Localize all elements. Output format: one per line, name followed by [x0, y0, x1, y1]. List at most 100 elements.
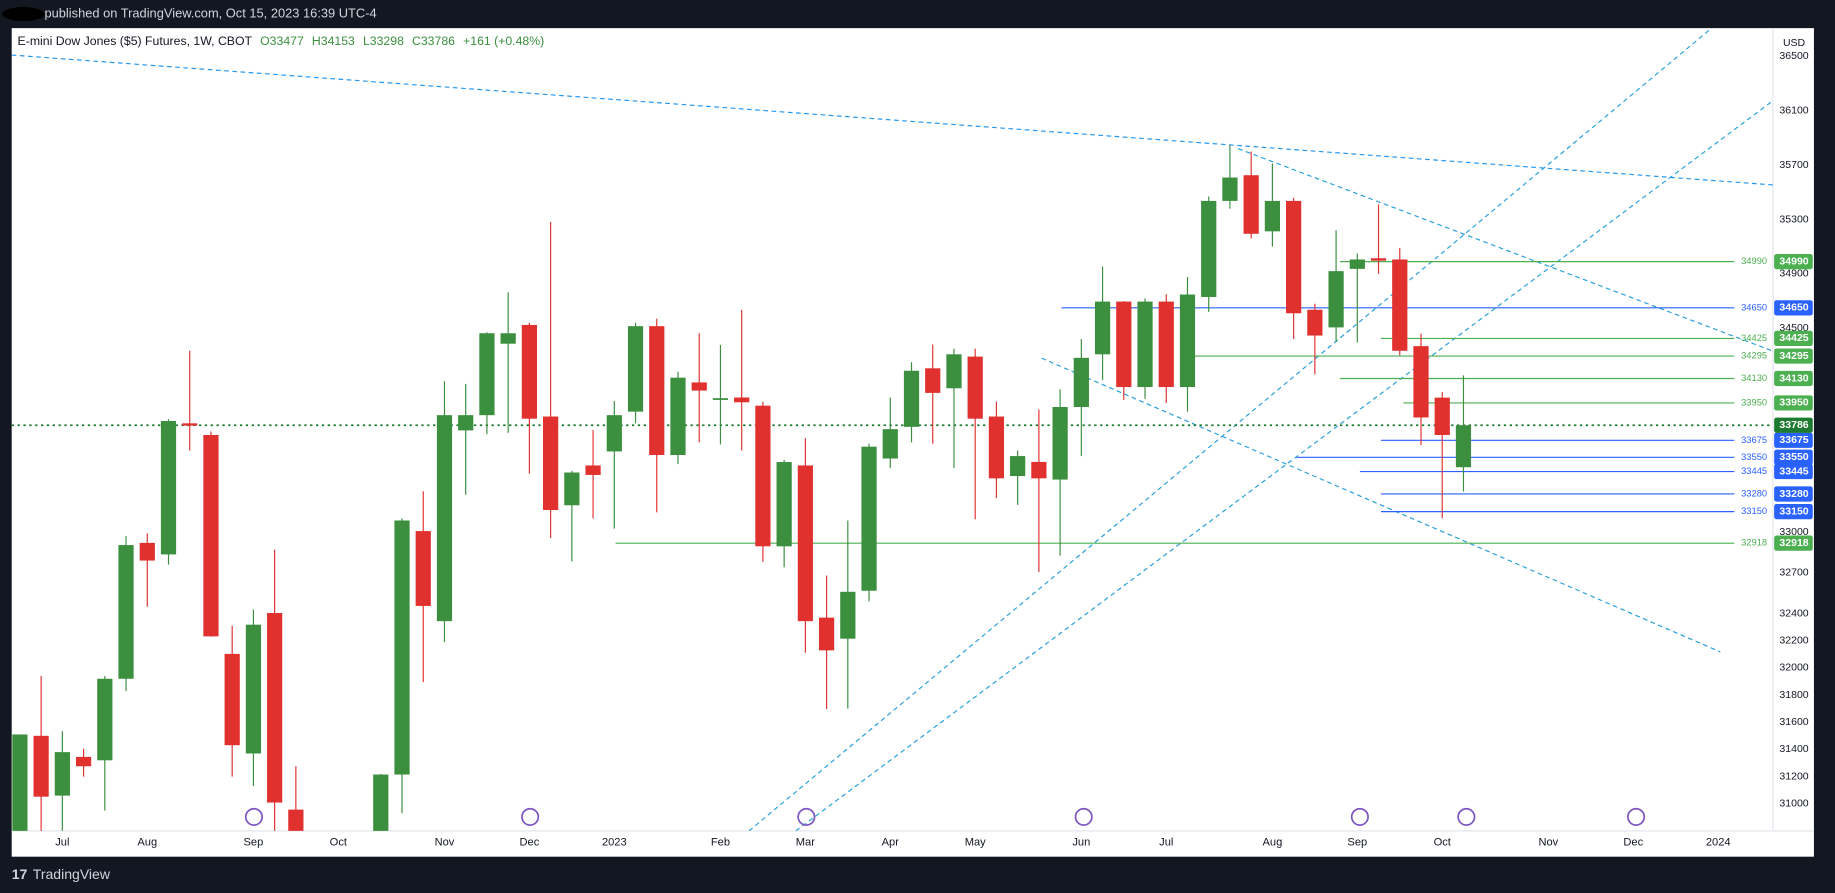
y-tick-label: 34500	[1779, 322, 1808, 334]
chart-area	[11, 28, 1814, 857]
event-icon[interactable]	[1457, 807, 1476, 826]
x-tick-label: Jun	[1072, 837, 1090, 849]
trendline	[1041, 357, 1721, 653]
event-icon[interactable]	[1626, 807, 1646, 826]
price-tag-label: 33550	[1779, 451, 1808, 463]
price-tag	[1774, 370, 1813, 387]
y-tick-label: 32200	[1779, 634, 1808, 646]
brand: TradingView	[33, 866, 111, 882]
price-tag	[1774, 395, 1813, 411]
y-tick-label: 31800	[1779, 689, 1808, 701]
level-label: 32918	[1741, 538, 1767, 548]
y-tick-label: 33000	[1779, 526, 1808, 538]
redaction	[2, 7, 45, 22]
level-label: 33150	[1741, 506, 1767, 516]
price-tag-label: 33675	[1779, 434, 1808, 446]
candle-body	[1158, 301, 1174, 388]
x-tick-label: Nov	[435, 837, 455, 849]
x-tick-label: Oct	[330, 837, 347, 849]
level-label: 33550	[1741, 452, 1767, 462]
candle-body	[1349, 259, 1365, 269]
candle-body	[755, 405, 771, 547]
candle-body	[988, 416, 1005, 479]
candle-body	[436, 415, 453, 622]
candle-body	[1222, 177, 1238, 201]
candle-body	[691, 382, 707, 391]
price-tag	[1774, 417, 1813, 433]
x-tick-label: Aug	[1263, 837, 1283, 849]
y-tick-label: 36500	[1779, 50, 1808, 62]
candle-body	[224, 653, 240, 746]
candle-body	[882, 429, 898, 459]
level-label: 34990	[1741, 256, 1767, 266]
candle-body	[564, 472, 580, 506]
x-tick-label: Dec	[1623, 837, 1643, 849]
candle-body	[585, 465, 601, 475]
candle-body	[394, 520, 410, 775]
price-tag-label: 34990	[1779, 255, 1808, 267]
candle-body	[267, 612, 283, 803]
event-icons	[244, 807, 1646, 826]
event-icon[interactable]	[521, 807, 540, 826]
y-tick-label: 35300	[1779, 213, 1808, 225]
x-tick-label: May	[965, 837, 986, 849]
candle-body	[1307, 309, 1323, 336]
plot: 34990 34650 34425 34295 34130 33950 33675 33550…	[11, 28, 1773, 831]
level-label: 34425	[1741, 333, 1767, 343]
price-tag	[1774, 348, 1813, 364]
candle-body	[670, 377, 686, 455]
price-tag-label: 33786	[1779, 419, 1808, 431]
y-tick-label: 31000	[1779, 798, 1808, 810]
candle-body	[521, 324, 537, 419]
published-note: published on TradingView.com, Oct 15, 20…	[44, 5, 376, 20]
candle-body	[1137, 301, 1153, 388]
trendline	[795, 100, 1773, 831]
ohlc-value: O33477	[260, 34, 304, 48]
candle-body	[75, 756, 92, 767]
event-icon[interactable]	[1074, 807, 1093, 826]
candle-body	[606, 415, 622, 452]
candle-body	[1031, 461, 1047, 479]
x-tick-label: Jul	[1159, 837, 1173, 849]
candle-body	[1328, 271, 1344, 328]
candle-body	[1243, 175, 1259, 234]
ohlc-value: L33298	[363, 34, 404, 48]
level-label: 34295	[1741, 351, 1767, 361]
y-tick-label: 32700	[1779, 567, 1808, 579]
event-icon[interactable]	[797, 807, 816, 826]
price-tag	[1774, 432, 1813, 448]
level-label: 33445	[1741, 466, 1767, 476]
x-tick-label: Aug	[137, 837, 157, 849]
y-tick-label: 36100	[1779, 105, 1808, 117]
x-tick-label: Feb	[711, 837, 730, 849]
x-tick-label: 2023	[602, 837, 627, 849]
candle-body	[245, 624, 262, 754]
price-tag	[1774, 463, 1813, 480]
y-tick-label: 32400	[1779, 607, 1808, 619]
brand-logo: 17	[12, 866, 28, 882]
candle-body	[1094, 301, 1111, 355]
level-label: 34130	[1741, 373, 1767, 383]
y-tick-label: 31400	[1779, 743, 1808, 755]
price-tag	[1774, 254, 1813, 270]
price-tag-label: 33445	[1779, 465, 1808, 477]
event-icon[interactable]	[244, 807, 264, 826]
ohlc-value: C33786	[412, 34, 455, 48]
candle-body	[139, 542, 155, 561]
price-tag	[1774, 486, 1813, 502]
candle-body	[967, 356, 983, 419]
price-tag	[1774, 300, 1813, 316]
candle-body	[1434, 397, 1450, 436]
candle-body	[946, 354, 962, 389]
event-icon[interactable]	[1350, 807, 1369, 826]
candle-body	[479, 333, 495, 416]
level-label: 33675	[1741, 435, 1767, 445]
x-tick-label: Oct	[1434, 837, 1451, 849]
x-tick-label: 2024	[1706, 837, 1731, 849]
candle-body	[1370, 258, 1387, 261]
x-tick-label: Sep	[244, 837, 264, 849]
candle-body	[1010, 456, 1026, 477]
x-tick-label: Apr	[882, 837, 900, 849]
